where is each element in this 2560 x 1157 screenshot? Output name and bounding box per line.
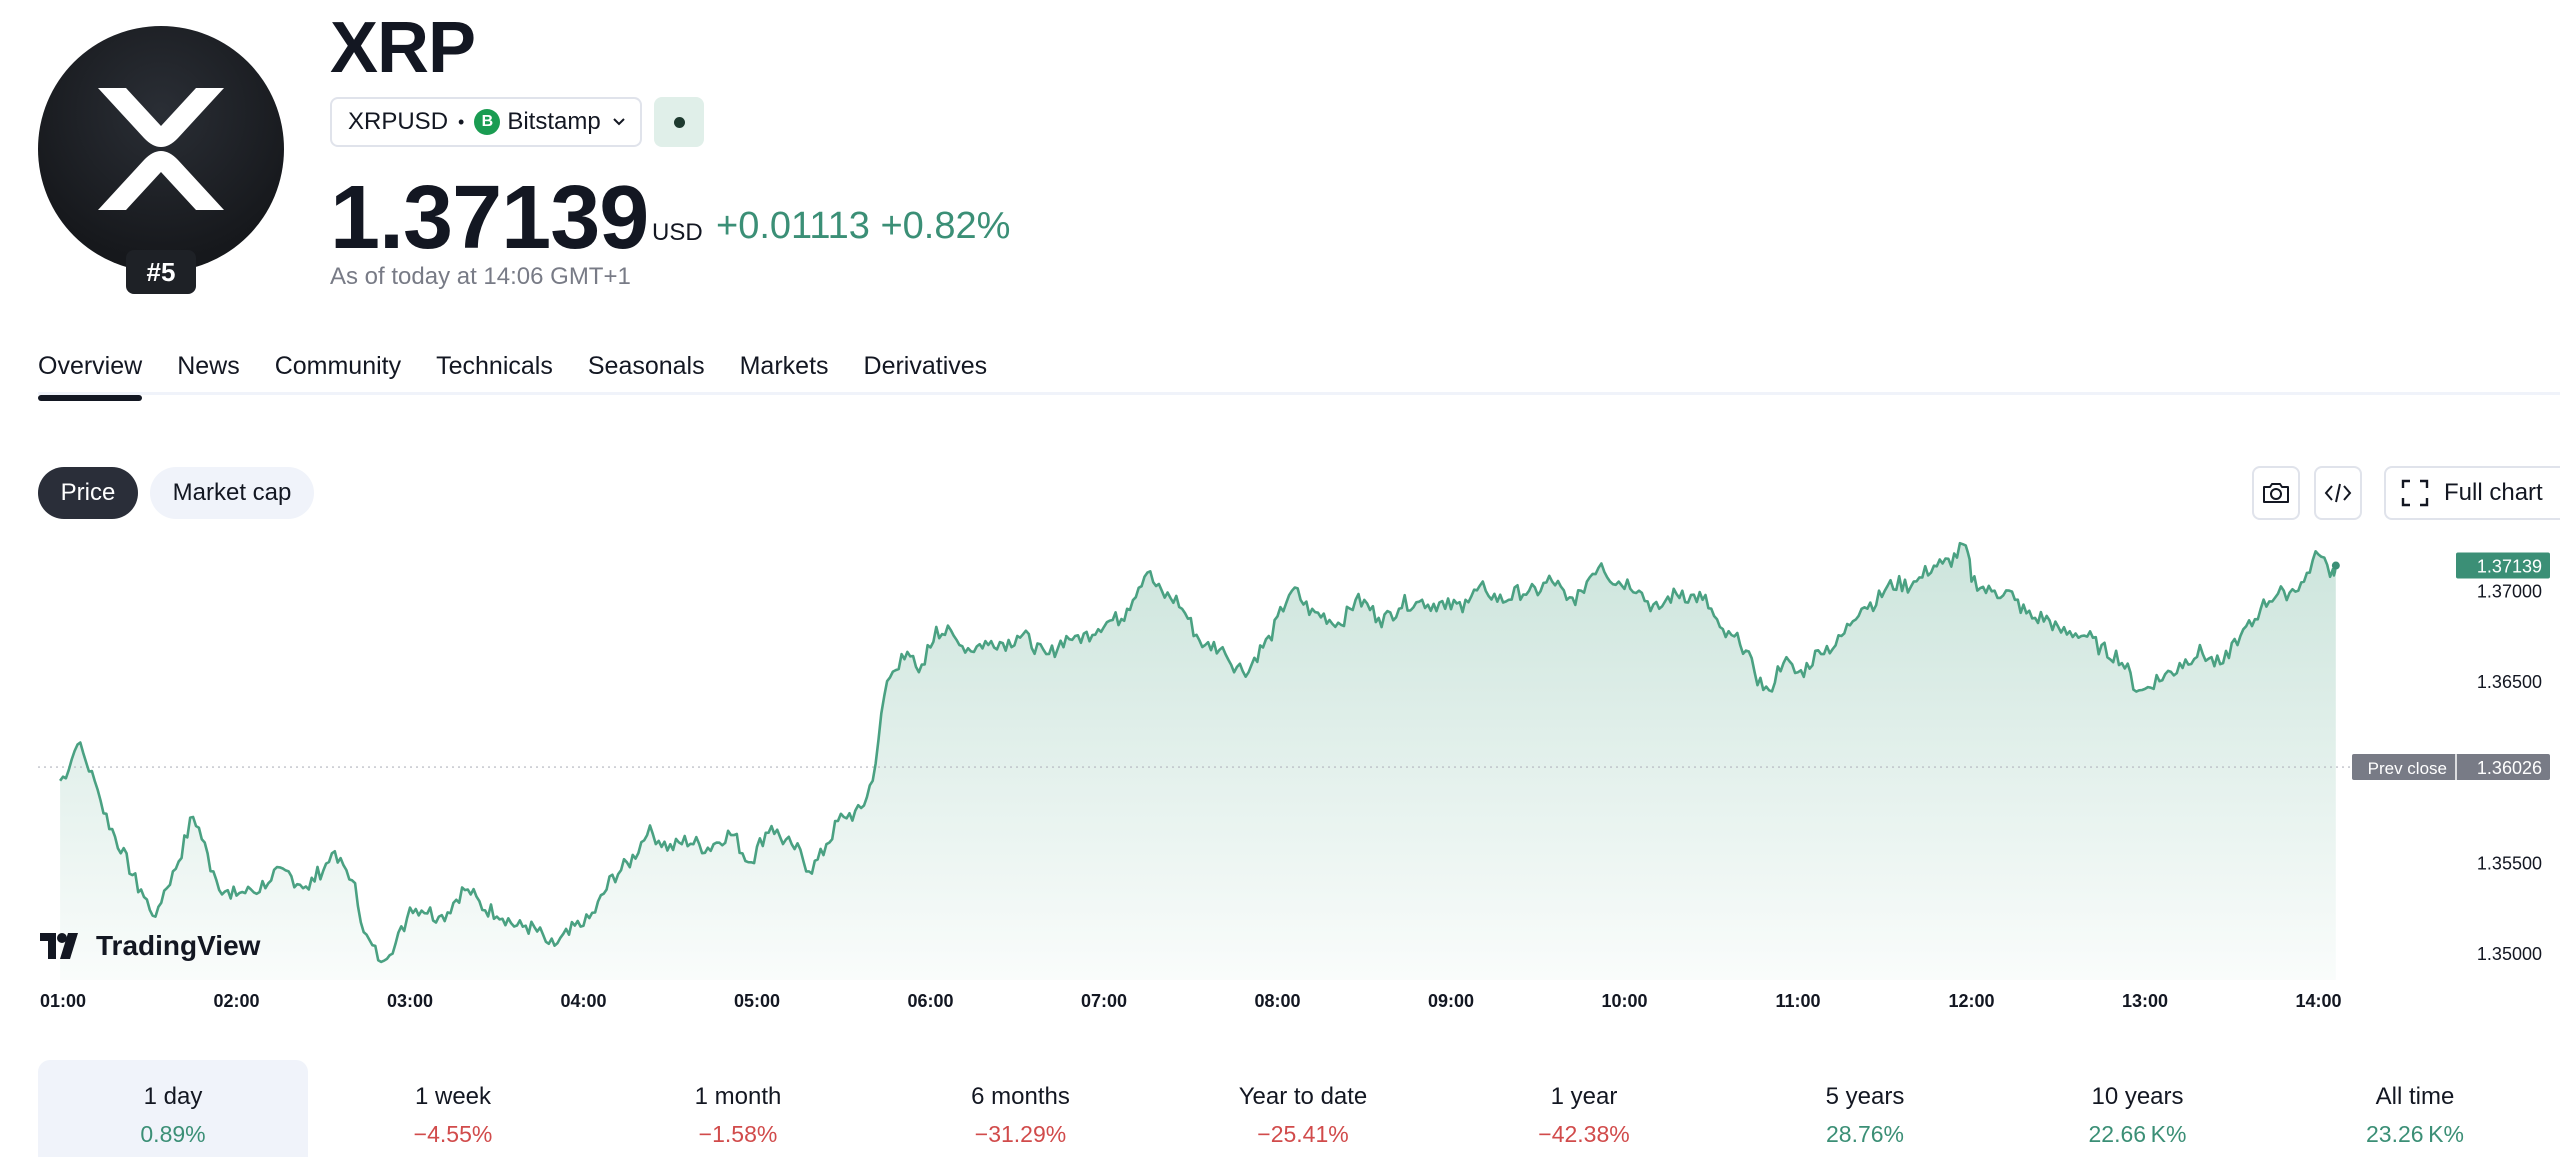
bitstamp-icon: B xyxy=(474,109,501,135)
period-value: 28.76% xyxy=(1825,1121,1904,1147)
prev-close-value: 1.36026 xyxy=(2477,758,2542,778)
x-tick-label: 02:00 xyxy=(213,991,259,1011)
last-price-tag xyxy=(2456,552,2550,579)
period-value: −42.38% xyxy=(1538,1121,1630,1147)
period-value: 22.66 K% xyxy=(2088,1121,2187,1147)
price-currency: USD xyxy=(652,219,703,246)
x-tick-label: 03:00 xyxy=(387,991,433,1011)
prev-close-tag xyxy=(2352,754,2550,781)
period-label: 10 years xyxy=(2091,1083,2184,1110)
period-label: Year to date xyxy=(1238,1083,1368,1110)
y-tick-label: 1.35500 xyxy=(2477,853,2542,873)
period-value: −4.55% xyxy=(413,1121,493,1147)
status-dot-icon xyxy=(673,116,685,128)
tab-seasonals[interactable]: Seasonals xyxy=(587,352,705,380)
period-label: 6 months xyxy=(971,1083,1070,1110)
price-timestamp: As of today at 14:06 GMT+1 xyxy=(330,263,631,290)
x-tick-label: 06:00 xyxy=(907,991,953,1011)
x-tick-label: 11:00 xyxy=(1775,991,1820,1011)
period-label: 1 week xyxy=(414,1083,492,1110)
tabs-divider xyxy=(38,392,2560,395)
period-10-years[interactable]: 10 years 22.66 K% xyxy=(2005,1060,2270,1157)
full-chart-button[interactable]: Full chart xyxy=(2384,466,2560,520)
tab-technicals[interactable]: Technicals xyxy=(436,352,553,380)
separator-dot: • xyxy=(458,111,465,132)
x-tick-label: 07:00 xyxy=(1081,991,1127,1011)
y-tick-label: 1.35000 xyxy=(2477,944,2542,964)
performance-periods: 1 day 0.89% 1 week −4.55% 1 month −1.58%… xyxy=(38,1060,2560,1157)
x-tick-label: 12:00 xyxy=(1948,991,1994,1011)
period-value: −1.58% xyxy=(698,1121,778,1147)
tab-markets[interactable]: Markets xyxy=(739,352,829,380)
price-area xyxy=(60,543,2336,980)
period-1-day[interactable]: 1 day 0.89% xyxy=(38,1060,308,1157)
price-chart[interactable]: 1.37000 1.36500 1.35500 1.35000 1.37139 Prev … xyxy=(0,540,2560,1020)
fullscreen-icon xyxy=(2401,479,2429,507)
price-change: +0.01113 +0.82% xyxy=(716,205,1011,247)
current-price: 1.37139 xyxy=(330,168,649,268)
page-title: XRP xyxy=(330,8,476,88)
period-label: 1 month xyxy=(694,1083,782,1110)
x-tick-label: 09:00 xyxy=(1428,991,1474,1011)
period-value: −31.29% xyxy=(974,1121,1067,1147)
snapshot-button[interactable] xyxy=(2252,466,2300,520)
symbol-exchange-selector[interactable]: XRPUSD • B Bitstamp xyxy=(330,97,642,147)
period-value: 0.89% xyxy=(140,1121,206,1147)
tab-overview[interactable]: Overview xyxy=(38,352,143,401)
period-1-week[interactable]: 1 week −4.55% xyxy=(308,1060,598,1157)
y-tick-label: 1.36500 xyxy=(2477,672,2542,692)
tradingview-wordmark: TradingView xyxy=(96,930,261,961)
period-year-to-date[interactable]: Year to date −25.41% xyxy=(1163,1060,1443,1157)
market-cap-toggle-button[interactable]: Market cap xyxy=(150,467,314,519)
section-tabs: Overview News Community Technicals Seaso… xyxy=(38,352,1022,401)
x-tick-label: 13:00 xyxy=(2122,991,2168,1011)
period-label: 1 year xyxy=(1550,1083,1618,1110)
period-all-time[interactable]: All time 23.26 K% xyxy=(2270,1060,2560,1157)
y-tick-label: 1.37000 xyxy=(2477,582,2542,602)
period-6-months[interactable]: 6 months −31.29% xyxy=(878,1060,1163,1157)
embed-button[interactable] xyxy=(2314,466,2362,520)
period-label: All time xyxy=(2375,1083,2455,1110)
market-status-button[interactable] xyxy=(654,97,704,147)
x-tick-label: 01:00 xyxy=(40,991,86,1011)
period-value: −25.41% xyxy=(1257,1121,1349,1147)
tab-derivatives[interactable]: Derivatives xyxy=(863,352,988,380)
period-1-year[interactable]: 1 year −42.38% xyxy=(1443,1060,1725,1157)
tab-news[interactable]: News xyxy=(177,352,240,380)
last-price-label: 1.37139 xyxy=(2477,557,2542,577)
last-price-dot xyxy=(2331,561,2340,570)
xrp-logo xyxy=(38,26,284,272)
x-tick-label: 10:00 xyxy=(1601,991,1647,1011)
tradingview-logo[interactable]: TradingView xyxy=(40,930,260,962)
prev-close-caption: Prev close xyxy=(2368,759,2447,778)
period-label: 1 day xyxy=(143,1083,203,1110)
period-value: 23.26 K% xyxy=(2366,1121,2464,1147)
price-line xyxy=(59,541,2338,964)
code-icon xyxy=(2324,483,2352,503)
full-chart-label: Full chart xyxy=(2444,479,2543,506)
tradingview-icon xyxy=(40,933,78,959)
period-label: 5 years xyxy=(1825,1083,1905,1110)
period-5-years[interactable]: 5 years 28.76% xyxy=(1725,1060,2005,1157)
symbol-label: XRPUSD xyxy=(348,108,449,135)
x-tick-label: 04:00 xyxy=(560,991,606,1011)
chevron-down-icon xyxy=(611,108,627,136)
x-tick-label: 14:00 xyxy=(2295,991,2341,1011)
price-toggle-button[interactable]: Price xyxy=(38,467,138,519)
rank-badge: #5 xyxy=(126,250,196,294)
xrp-x-icon xyxy=(98,88,224,210)
x-tick-label: 08:00 xyxy=(1254,991,1300,1011)
camera-icon xyxy=(2263,483,2289,503)
exchange-label: Bitstamp xyxy=(507,108,601,135)
period-1-month[interactable]: 1 month −1.58% xyxy=(598,1060,878,1157)
tab-community[interactable]: Community xyxy=(274,352,402,380)
x-tick-label: 05:00 xyxy=(734,991,780,1011)
